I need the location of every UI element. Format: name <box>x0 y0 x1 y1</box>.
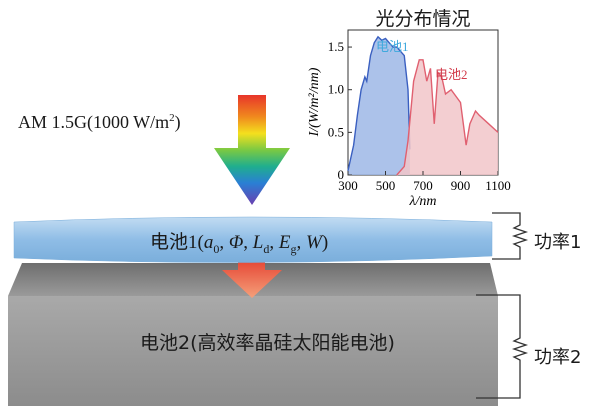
x-tick-label: 500 <box>376 178 396 193</box>
cell1-param-a: a <box>203 232 214 253</box>
power1-label: 功率1 <box>534 232 582 253</box>
cell1-param-l: L <box>252 232 264 253</box>
y-tick-label: 1.5 <box>328 39 344 54</box>
illumination-label: AM 1.5G(1000 W/m2) <box>18 112 181 133</box>
power2-label: 功率2 <box>534 347 582 368</box>
y-tick-label: 0 <box>338 167 345 182</box>
illumination-label-sup: 2 <box>169 112 175 124</box>
cell1-param-phi: Φ <box>228 232 244 253</box>
cell1-sep: , <box>219 232 229 253</box>
cell1-param-a-sub: 0 <box>213 241 220 256</box>
series-layer <box>347 35 499 176</box>
cell1-label-prefix: 电池1( <box>150 232 204 253</box>
series-area-1 <box>348 36 410 175</box>
cell2-label: 电池2(高效率晶硅太阳能电池) <box>140 332 395 354</box>
x-tick-label: 1100 <box>485 178 511 193</box>
x-tick-label: 700 <box>413 178 433 193</box>
y-tick-label: 0.5 <box>328 124 344 139</box>
series-line-1 <box>347 35 411 171</box>
series-line-2 <box>396 59 499 176</box>
power1-circuit <box>492 212 529 260</box>
cell1-param-e: E <box>278 232 291 253</box>
series2-label: 电池2 <box>435 67 468 82</box>
x-tick-label: 900 <box>451 178 471 193</box>
series1-label: 电池1 <box>376 39 409 54</box>
illumination-label-main: AM 1.5G(1000 W/m <box>18 112 170 132</box>
cell1-label-suffix: ) <box>321 232 329 253</box>
cell1-param-e-sub: g <box>290 241 297 256</box>
y-axis-label: I/(W/m²/nm) <box>307 67 322 137</box>
cell1-sep: , <box>243 232 253 253</box>
y-tick-label: 1.0 <box>328 82 344 97</box>
series-area-2 <box>396 59 498 176</box>
x-tick-label: 300 <box>338 178 358 193</box>
illumination-label-end: ) <box>174 112 181 132</box>
spectrum-title: 光分布情况 <box>375 8 471 30</box>
cell1-sep: , <box>296 232 306 253</box>
cell1-sep: , <box>269 232 279 253</box>
sunlight-arrow <box>214 95 290 205</box>
cell1-param-w: W <box>305 232 322 253</box>
transmitted-light-arrow <box>222 255 282 298</box>
cell1-label: 电池1(a0, Φ, Ld, Eg, W) <box>150 227 328 257</box>
cell1-param-l-sub: d <box>263 241 270 256</box>
cell2-front-face <box>8 296 498 406</box>
cell1-slab <box>13 216 493 263</box>
power2-circuit <box>476 294 529 399</box>
axis-layer: 300 500 700 900 1100 0 0.5 1.0 1.5 <box>328 39 511 193</box>
x-axis-label: λ/nm <box>408 194 436 209</box>
